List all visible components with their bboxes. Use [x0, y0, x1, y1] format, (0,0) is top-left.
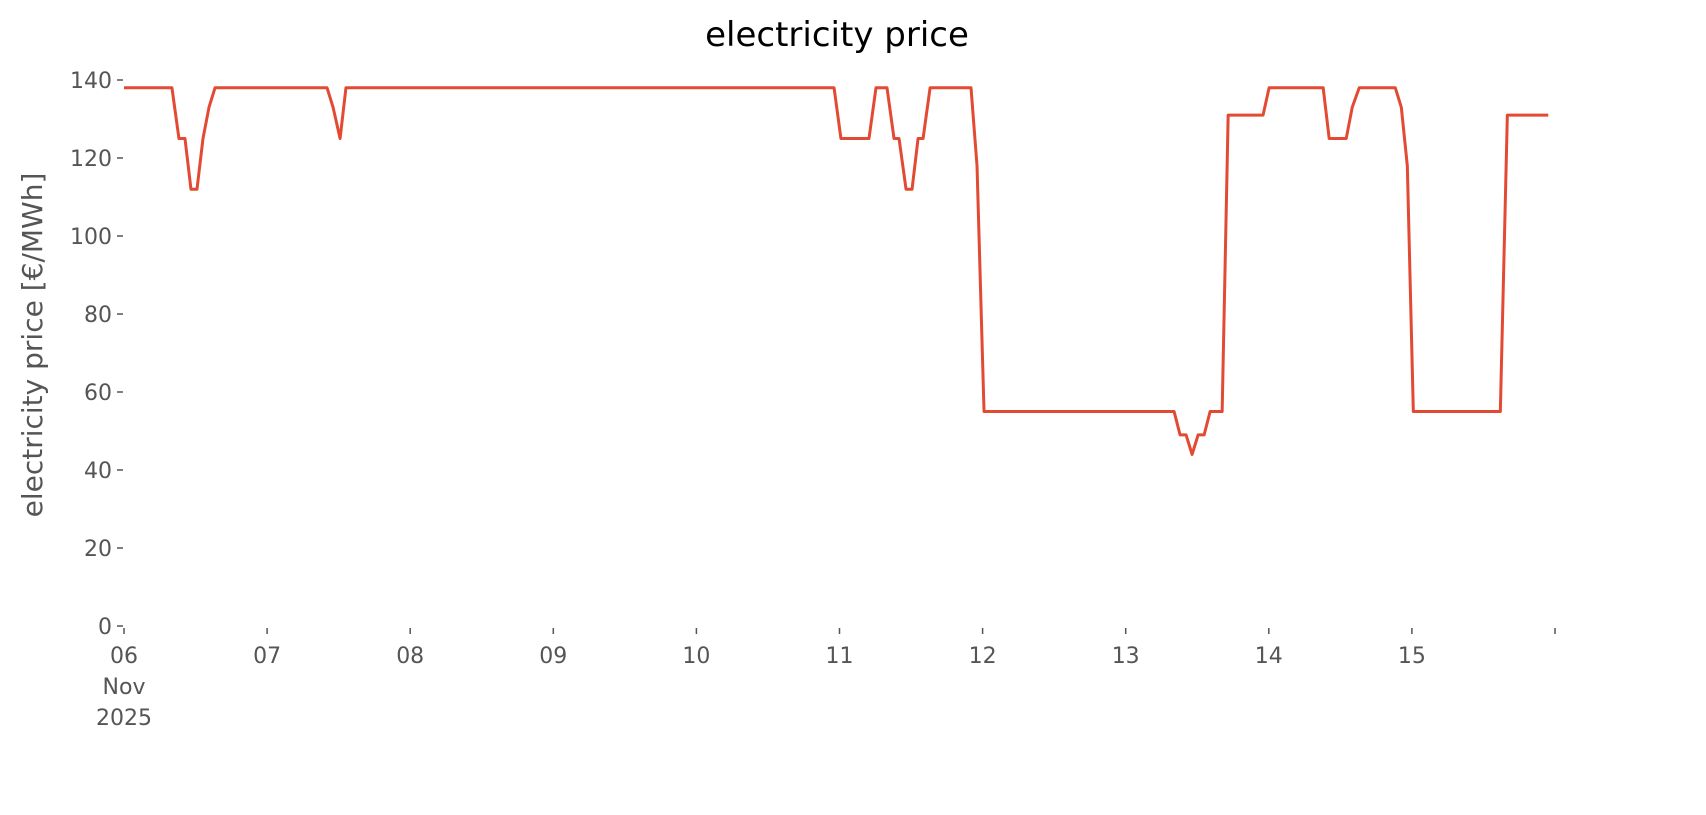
x-tick-label: 06 Nov 2025	[96, 644, 152, 731]
x-tick-label: 14	[1255, 644, 1283, 669]
y-tick-label: 0	[98, 615, 112, 640]
x-tick-label: 13	[1112, 644, 1140, 669]
y-tick-label: 60	[84, 381, 112, 406]
x-tick-label: 07	[253, 644, 281, 669]
x-tick-label: 09	[539, 644, 567, 669]
y-tick-label: 120	[70, 147, 112, 172]
y-tick-label: 100	[70, 225, 112, 250]
x-tick-label: 08	[396, 644, 424, 669]
x-tick-label: 15	[1398, 644, 1426, 669]
chart-title: electricity price	[705, 15, 969, 55]
y-tick-label: 80	[84, 303, 112, 328]
x-tick-label: 11	[826, 644, 854, 669]
x-tick-label: 10	[682, 644, 710, 669]
y-tick-label: 140	[70, 69, 112, 94]
y-tick-label: 20	[84, 537, 112, 562]
x-tick-label: 12	[969, 644, 997, 669]
y-axis-label: electricity price [€/MWh]	[16, 173, 49, 518]
line	[124, 86, 1549, 456]
y-tick-label: 40	[84, 459, 112, 484]
